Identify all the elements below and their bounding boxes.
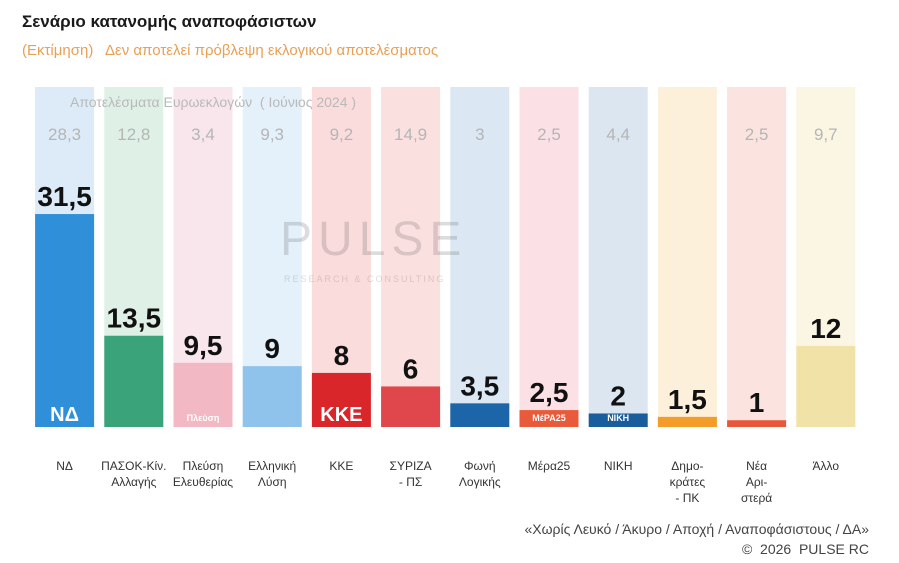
pulse-watermark: PULSE RESEARCH & CONSULTING (240, 212, 461, 302)
bar (104, 335, 164, 427)
category-label-line: κράτες (670, 475, 706, 489)
category-label-line: Πλεύση (183, 459, 224, 473)
footnote: «Χωρίς Λευκό / Άκυρο / Αποχή / Αναποφάσι… (524, 521, 869, 537)
value-label: 13,5 (107, 303, 162, 334)
party-logo-text: ΝΙΚΗ (607, 413, 629, 423)
background-column (311, 87, 371, 427)
value-label: 31,5 (37, 181, 92, 212)
watermark-brand: PULSE (280, 213, 468, 266)
category-label: Άλλο (813, 459, 840, 473)
reference-value-label: 3,4 (191, 125, 215, 144)
category-label-line: - ΠΚ (675, 491, 699, 505)
category-label-line: Φωνή (464, 459, 496, 473)
reference-series-header: Αποτελέσματα Ευρωεκλογών ( Ιούνιος 2024 … (70, 94, 357, 110)
chart-subtitle: (Εκτίμηση) Δεν αποτελεί πρόβλεψη εκλογικ… (22, 42, 439, 59)
category-label-line: ΝΙΚΗ (604, 459, 633, 473)
category-label-line: στερά (741, 491, 772, 505)
category-label-line: ΠΑΣΟΚ-Κίν. (101, 459, 166, 473)
value-label: 2 (610, 380, 626, 411)
category-label-line: Άλλο (813, 459, 840, 473)
reference-value-label: 4,4 (606, 125, 630, 144)
value-label: 1 (749, 387, 765, 418)
bar (657, 416, 717, 427)
reference-value-label: 9,3 (260, 125, 284, 144)
category-label-line: ΣΥΡΙΖΑ (390, 459, 432, 473)
value-label: 3,5 (460, 370, 499, 401)
category-label-line: Λογικής (459, 475, 501, 489)
category-label: Νέα Αρι-στερά (741, 459, 772, 505)
reference-value-label: 9,7 (814, 125, 838, 144)
background-column (727, 87, 787, 427)
reference-value-label: 2,5 (537, 125, 561, 144)
category-label-line: Λύση (258, 475, 287, 489)
category-label-line: Αρι- (746, 475, 768, 489)
category-label-line: Αλλαγής (111, 475, 156, 489)
category-label-line: ΝΔ (56, 459, 73, 473)
bar (796, 345, 856, 427)
value-label: 2,5 (530, 377, 569, 408)
bar (727, 420, 787, 427)
category-label-line: Ελληνική (248, 459, 296, 473)
reference-value-label: 14,9 (394, 125, 427, 144)
bar (242, 366, 302, 427)
bar (450, 403, 510, 427)
category-label: ΚΚΕ (329, 459, 353, 473)
party-logo-text: ΝΔ (50, 404, 79, 426)
category-label: Ελληνική Λύση (248, 459, 296, 489)
category-label-line: - ΠΣ (399, 475, 422, 489)
background-column (588, 87, 648, 427)
value-label: 6 (403, 353, 419, 384)
category-label-line: Μέρα25 (528, 459, 571, 473)
value-label: 1,5 (668, 384, 707, 415)
party-logo-text: Πλεύση (187, 413, 220, 423)
category-label: Δημο-κράτες - ΠΚ (670, 459, 706, 505)
value-label: 8 (334, 340, 350, 371)
value-label: 12 (810, 313, 841, 344)
background-column (381, 87, 441, 427)
background-column (519, 87, 579, 427)
chart-title: Σενάριο κατανομής αναποφάσιστων (22, 12, 317, 31)
category-label: ΠΑΣΟΚ-Κίν. Αλλαγής (101, 459, 166, 489)
watermark-tagline: RESEARCH & CONSULTING (284, 274, 446, 284)
bar (519, 410, 579, 427)
category-label: Μέρα25 (528, 459, 571, 473)
bar (311, 372, 371, 427)
category-label: ΝΔ (56, 459, 73, 473)
category-label-line: Ελευθερίας (173, 475, 233, 489)
value-label: 9,5 (184, 330, 223, 361)
category-label: ΝΙΚΗ (604, 459, 633, 473)
bar (35, 214, 95, 427)
category-label: Πλεύση Ελευθερίας (173, 459, 233, 489)
bar (588, 413, 648, 427)
party-logo-text: ΚΚΕ (320, 404, 362, 426)
category-label-line: Νέα (746, 459, 767, 473)
category-label: Φωνή Λογικής (459, 459, 501, 489)
bar (381, 386, 441, 427)
reference-value-label: 28,3 (48, 125, 81, 144)
reference-value-label: 9,2 (330, 125, 354, 144)
value-label: 9 (264, 333, 280, 364)
reference-value-label: 12,8 (117, 125, 150, 144)
copyright: © 2026 PULSE RC (741, 541, 869, 557)
background-column (450, 87, 510, 427)
background-column (657, 87, 717, 427)
party-logo-text: ΜέΡΑ25 (532, 413, 565, 423)
category-label: ΣΥΡΙΖΑ - ΠΣ (390, 459, 432, 489)
reference-value-label: 2,5 (745, 125, 769, 144)
category-label-line: ΚΚΕ (329, 459, 353, 473)
reference-value-label: 3 (475, 125, 484, 144)
category-label-line: Δημο- (671, 459, 703, 473)
bar (173, 362, 233, 427)
